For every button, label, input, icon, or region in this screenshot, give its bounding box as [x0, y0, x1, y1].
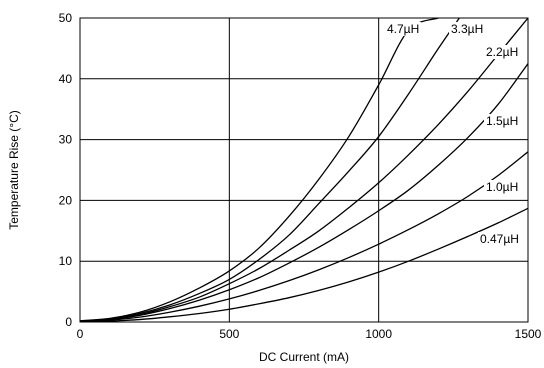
- series-line-5: [80, 207, 528, 322]
- x-tick-labels: 0 500 1000 1500: [77, 327, 542, 341]
- y-tick-40: 40: [59, 72, 73, 86]
- series-line-2: [80, 18, 528, 322]
- series-label-1: 3.3µH: [451, 22, 483, 36]
- series-label-bg-1: [449, 22, 486, 36]
- y-axis-title: Temperature Rise (°C): [7, 110, 21, 230]
- grid: [80, 18, 528, 322]
- series-label-bg-4: [484, 180, 521, 194]
- y-tick-30: 30: [59, 133, 73, 147]
- y-tick-0: 0: [65, 315, 72, 329]
- series-label-3: 1.5µH: [486, 114, 518, 128]
- series-label-bg-2: [484, 45, 521, 59]
- series-label-0: 4.7µH: [387, 22, 419, 36]
- y-tick-20: 20: [59, 193, 73, 207]
- x-tick-0: 0: [77, 327, 84, 341]
- series-label-bg-0: [385, 22, 422, 36]
- series-label-bg-5: [478, 232, 521, 246]
- series-label-5: 0.47µH: [480, 232, 519, 246]
- x-tick-500: 500: [219, 327, 239, 341]
- series-line-4: [80, 151, 528, 322]
- series-label-4: 1.0µH: [486, 180, 518, 194]
- y-tick-50: 50: [59, 11, 73, 25]
- x-tick-1000: 1000: [365, 327, 392, 341]
- series-line-0: [80, 18, 439, 322]
- y-tick-10: 10: [59, 254, 73, 268]
- y-tick-labels: 0 10 20 30 40 50: [59, 11, 73, 329]
- series-label-2: 2.2µH: [486, 45, 518, 59]
- x-axis-title: DC Current (mA): [259, 350, 349, 364]
- series-label-bg-3: [484, 114, 521, 128]
- series-line-1: [80, 18, 460, 322]
- series-line-3: [80, 63, 528, 322]
- curves: [80, 18, 528, 322]
- plot-frame: [79, 17, 529, 323]
- x-tick-1500: 1500: [515, 327, 542, 341]
